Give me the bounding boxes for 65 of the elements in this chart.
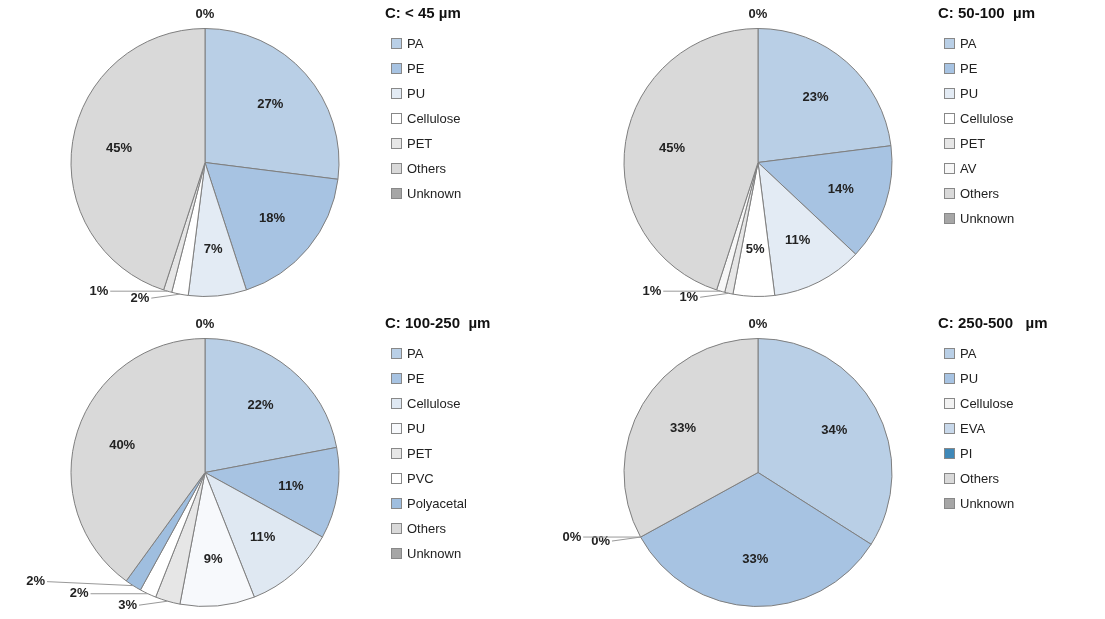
text: 0%	[748, 316, 768, 332]
legend-label: PU	[407, 86, 426, 101]
data-label: 23%	[802, 88, 830, 104]
chart-title: C: 100-250 µm	[385, 314, 492, 331]
legend-label: PI	[960, 446, 973, 461]
legend-label: PVC	[407, 471, 434, 486]
legend-label: PA	[960, 36, 977, 51]
legend-label: Cellulose	[407, 396, 461, 411]
legend-label: PET	[960, 136, 986, 151]
text: 0%	[195, 6, 215, 22]
data-label: 2%	[69, 585, 89, 601]
data-label: 1%	[89, 282, 109, 298]
data-label: 33%	[670, 419, 697, 435]
legend-label: Cellulose	[407, 111, 461, 126]
data-label: 45%	[658, 140, 686, 156]
data-label: 5%	[745, 241, 766, 257]
data-label: 14%	[827, 180, 855, 196]
legend-label: PE	[960, 61, 978, 76]
data-label: 34%	[821, 422, 848, 438]
legend-label: PET	[407, 136, 433, 151]
legend-label: PE	[407, 61, 425, 76]
legend-label: Unknown	[407, 186, 462, 201]
data-label: 33%	[742, 551, 769, 567]
data-label: 1%	[679, 288, 699, 304]
chart-title: C: 50-100 µm	[938, 4, 1037, 21]
legend-label: Others	[960, 471, 1000, 486]
legend-label: PE	[407, 371, 425, 386]
data-label: 18%	[259, 209, 286, 225]
data-label: 1%	[642, 282, 662, 298]
legend-label: Unknown	[960, 211, 1015, 226]
text: 0%	[195, 316, 215, 332]
data-label: 7%	[203, 240, 224, 256]
legend-label: EVA	[960, 421, 986, 436]
text: 0%	[591, 532, 610, 548]
data-label: 2%	[26, 573, 46, 589]
data-label: 11%	[249, 529, 276, 545]
data-label: 40%	[109, 437, 136, 453]
legend-label: PU	[960, 371, 979, 386]
legend-label: PA	[960, 346, 977, 361]
legend-label: Others	[407, 161, 447, 176]
data-label: 45%	[105, 140, 133, 156]
legend-label: Unknown	[407, 546, 462, 561]
legend-label: PET	[407, 446, 433, 461]
text: 0%	[748, 6, 768, 22]
legend-label: Unknown	[960, 496, 1015, 511]
data-label: 11%	[784, 231, 811, 247]
chart-title: C: < 45 µm	[385, 4, 462, 21]
legend-label: Cellulose	[960, 111, 1014, 126]
legend-label: PA	[407, 346, 424, 361]
data-label: 9%	[203, 550, 224, 566]
legend-label: Others	[960, 186, 1000, 201]
chart-title: C: 250-500 µm	[938, 314, 1049, 331]
legend-label: PU	[960, 86, 979, 101]
data-label: 27%	[257, 96, 284, 112]
legend-label: Others	[407, 521, 447, 536]
data-label: 11%	[278, 477, 305, 493]
text: 0%	[562, 528, 582, 544]
legend-label: AV	[960, 161, 977, 176]
data-label: 3%	[118, 596, 138, 612]
data-label: 22%	[247, 396, 274, 412]
legend-label: Polyacetal	[407, 496, 467, 511]
legend-label: PA	[407, 36, 424, 51]
data-label: 2%	[130, 289, 150, 305]
legend-label: PU	[407, 421, 426, 436]
legend-label: Cellulose	[960, 396, 1014, 411]
